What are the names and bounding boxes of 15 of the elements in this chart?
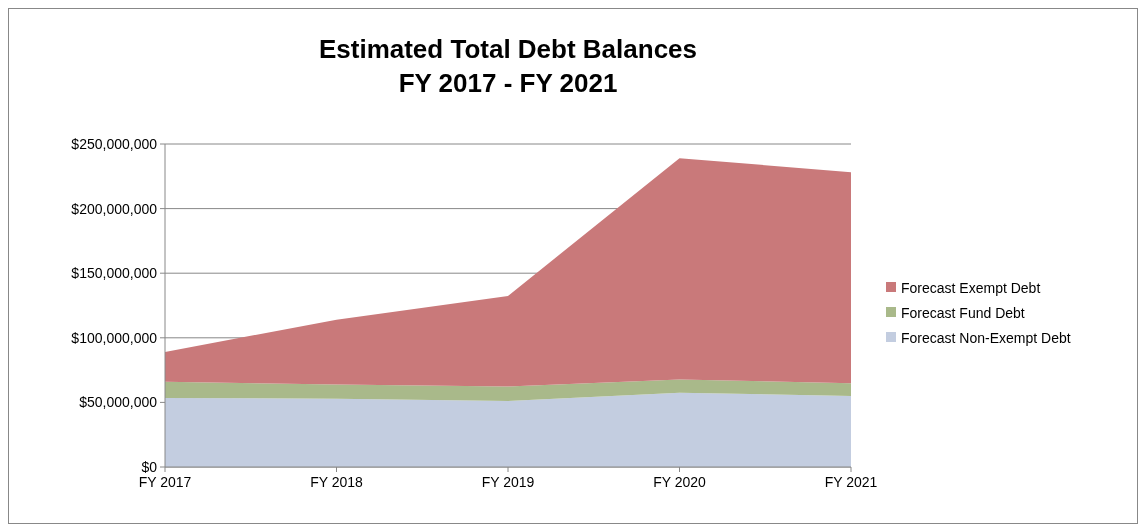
x-tick-label: FY 2019 [481,474,535,490]
legend-label: Forecast Non-Exempt Debt [901,329,1071,346]
legend-label: Forecast Exempt Debt [901,279,1041,296]
y-tick-label: $100,000,000 [71,329,158,346]
legend-label: Forecast Fund Debt [901,304,1025,321]
y-tick-label: $0 [141,458,158,475]
chart-title: Estimated Total Debt Balances FY 2017 - FY 2021 [318,34,698,98]
x-tick-label: FY 2021 [824,474,878,490]
x-tick-label: FY 2020 [653,474,707,490]
y-tick-label: $50,000,000 [79,394,158,411]
y-tick-label: $200,000,000 [71,200,158,217]
y-tick-label: $250,000,000 [71,135,158,152]
y-tick-label: $150,000,000 [71,265,158,282]
x-tick-label: FY 2018 [310,474,364,490]
x-tick-label: FY 2017 [138,474,192,490]
